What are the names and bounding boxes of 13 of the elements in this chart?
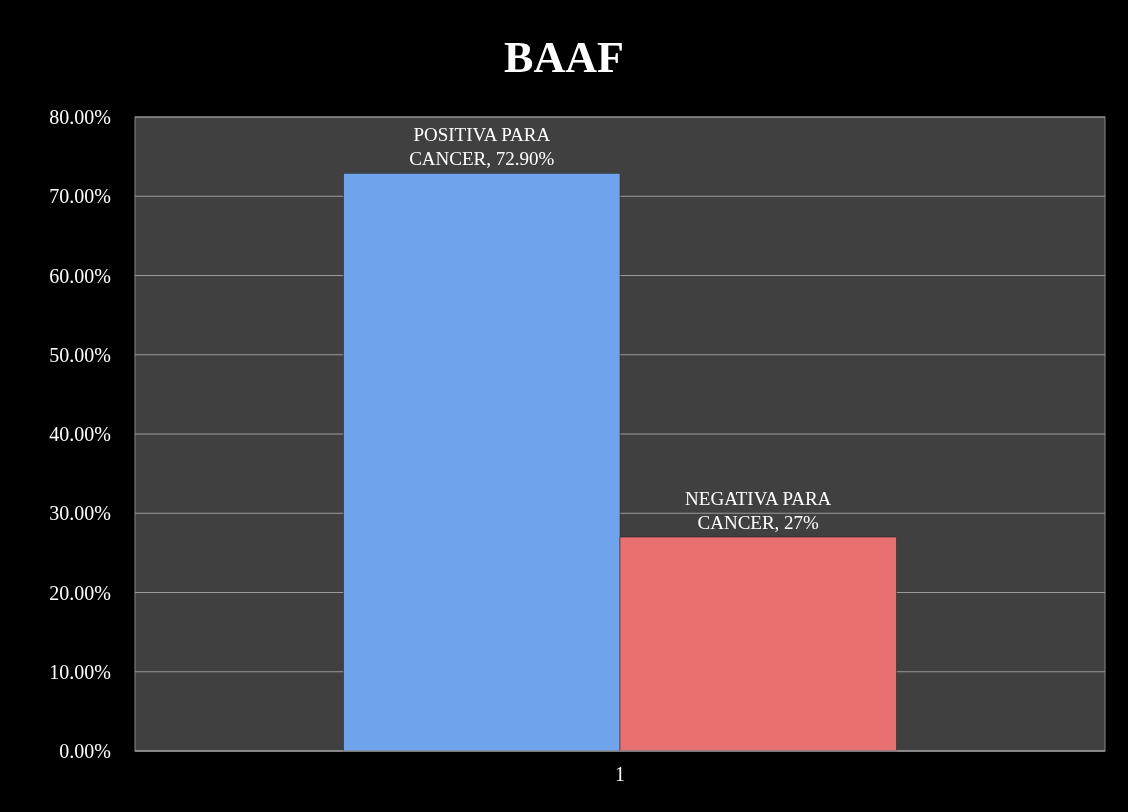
y-tick-label: 20.00% <box>49 581 111 604</box>
y-tick-label: 40.00% <box>49 423 111 445</box>
y-tick-label: 30.00% <box>49 502 111 525</box>
text: POSITIVA PARA CANCER, 72.90% <box>409 124 555 170</box>
x-tick-label: 1 <box>615 763 625 785</box>
y-tick-label: 60.00% <box>49 264 111 287</box>
chart-title: BAAF <box>504 33 624 82</box>
y-tick-label: 50.00% <box>49 343 111 366</box>
y-tick-label: 0.00% <box>59 740 111 762</box>
y-tick-label: 70.00% <box>49 185 111 208</box>
y-tick-label: 80.00% <box>49 106 111 128</box>
y-tick-label: 10.00% <box>49 660 111 683</box>
text: NEGATIVA PARA CANCER, 27% <box>685 488 832 534</box>
